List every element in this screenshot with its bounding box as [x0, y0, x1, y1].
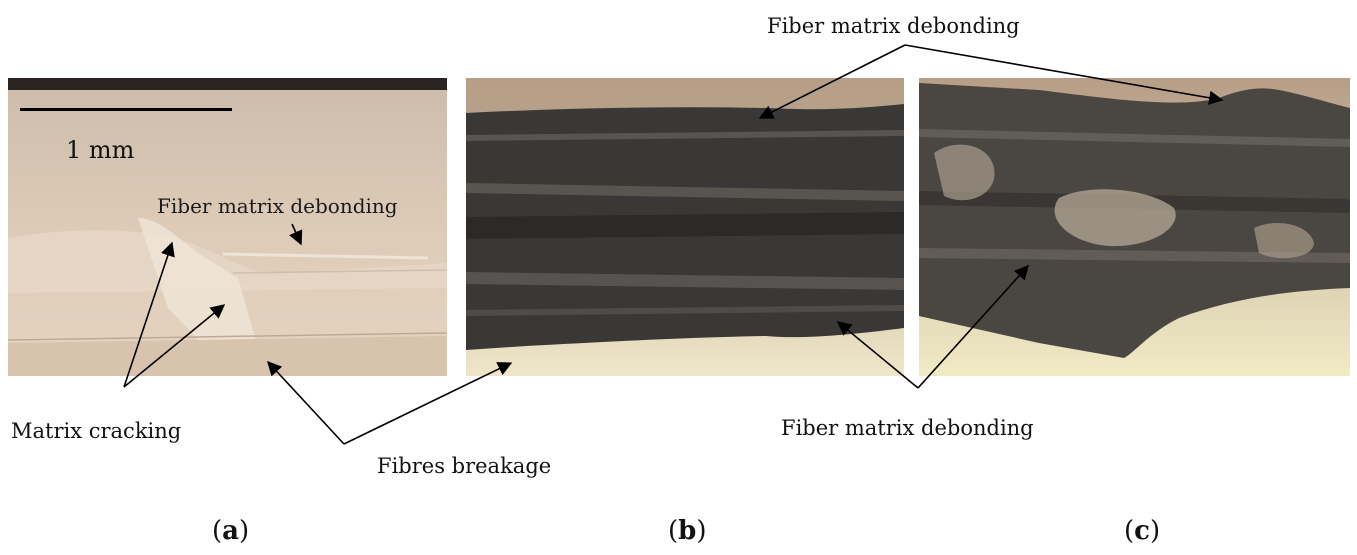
annotation-fiber-matrix-debonding-panel-a: Fiber matrix debonding — [157, 194, 398, 218]
micrograph-panel-c — [919, 78, 1350, 376]
annotation-fibres-breakage: Fibres breakage — [377, 454, 552, 478]
micrograph-image-c — [919, 78, 1350, 376]
annotation-fiber-matrix-debonding-top: Fiber matrix debonding — [767, 14, 1020, 38]
annotation-fiber-matrix-debonding-bottom: Fiber matrix debonding — [781, 416, 1034, 440]
subfigure-label-a: (a) — [212, 516, 250, 546]
scale-bar — [20, 108, 232, 111]
micrograph-image-b — [466, 78, 904, 376]
micrograph-image-a — [8, 78, 447, 376]
subfigure-label-c: (c) — [1124, 516, 1161, 546]
micrograph-panel-b — [466, 78, 904, 376]
annotation-matrix-cracking: Matrix cracking — [11, 419, 182, 443]
subfigure-label-b: (b) — [668, 516, 707, 546]
micrograph-panel-a — [8, 78, 447, 376]
scale-bar-label: 1 mm — [66, 136, 135, 164]
